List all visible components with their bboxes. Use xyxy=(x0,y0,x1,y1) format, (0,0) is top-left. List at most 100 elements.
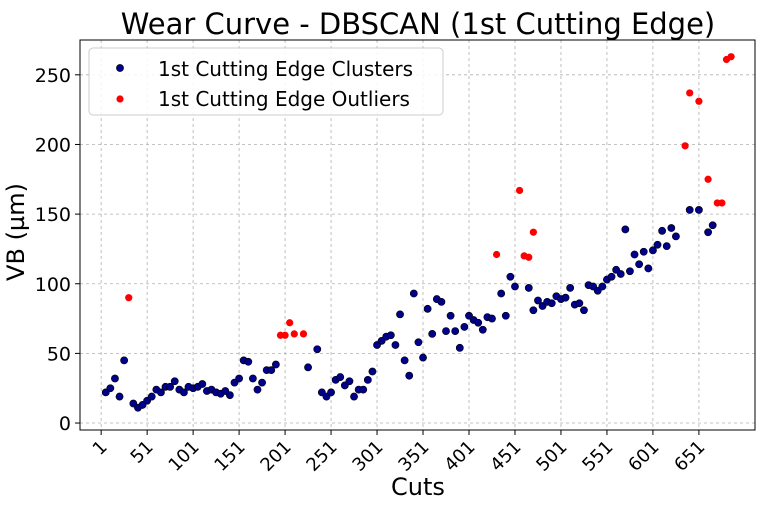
outlier-point xyxy=(299,330,308,338)
cluster-point xyxy=(547,299,556,308)
cluster-point xyxy=(304,363,312,372)
legend-label-clusters: 1st Cutting Edge Clusters xyxy=(158,57,413,81)
cluster-point xyxy=(704,228,712,237)
outlier-point xyxy=(686,89,694,97)
cluster-point xyxy=(419,353,427,362)
x-tick-label: 451 xyxy=(486,437,525,476)
chart-title: Wear Curve - DBSCAN (1st Cutting Edge) xyxy=(121,7,716,41)
x-tick-label: 651 xyxy=(670,437,709,476)
cluster-point xyxy=(478,325,487,334)
cluster-point xyxy=(639,247,648,256)
y-tick-label: 0 xyxy=(59,413,71,435)
cluster-point xyxy=(534,296,542,305)
cluster-point xyxy=(423,304,432,313)
cluster-point xyxy=(616,270,625,278)
x-tick-label: 251 xyxy=(302,437,341,476)
cluster-point xyxy=(166,382,175,391)
x-tick-label: 101 xyxy=(165,437,204,476)
cluster-point xyxy=(271,360,280,369)
x-tick-label: 601 xyxy=(624,437,663,476)
y-tick-label: 250 xyxy=(35,65,71,87)
cluster-point xyxy=(708,221,717,230)
cluster-point xyxy=(345,377,354,386)
cluster-point xyxy=(147,392,156,401)
cluster-point xyxy=(580,306,588,315)
outlier-point xyxy=(529,228,537,236)
cluster-point xyxy=(621,225,630,234)
cluster-point xyxy=(474,318,483,327)
y-tick-label: 150 xyxy=(35,204,71,226)
cluster-point xyxy=(115,392,124,401)
cluster-point xyxy=(400,356,409,365)
cluster-point xyxy=(658,226,667,235)
outlier-point xyxy=(515,186,524,195)
axis-ticks: 1 51 101 151 201 251 301 351 401 451 501 551 601 6510… xyxy=(35,65,710,476)
cluster-point xyxy=(529,306,538,315)
data-points xyxy=(101,53,735,412)
cluster-point xyxy=(598,282,607,291)
cluster-point xyxy=(695,206,703,214)
cluster-point xyxy=(409,289,418,298)
cluster-point xyxy=(607,272,616,281)
x-tick-label: 301 xyxy=(348,437,387,476)
legend-frame xyxy=(88,47,444,116)
cluster-point xyxy=(106,384,115,393)
cluster-point xyxy=(455,343,464,352)
x-axis-label: Cuts xyxy=(391,473,445,501)
cluster-point xyxy=(662,242,671,251)
cluster-point xyxy=(180,388,188,397)
x-tick-label: 351 xyxy=(394,437,433,476)
y-tick-label: 100 xyxy=(35,274,71,296)
cluster-point xyxy=(446,311,455,320)
x-tick-label: 51 xyxy=(127,437,158,468)
x-tick-label: 501 xyxy=(532,437,571,476)
cluster-point xyxy=(414,338,423,347)
cluster-point xyxy=(111,374,119,383)
cluster-point xyxy=(244,357,253,366)
outlier-point xyxy=(704,175,712,183)
cluster-point xyxy=(626,267,634,276)
x-tick-label: 551 xyxy=(578,437,617,476)
outlier-point xyxy=(727,53,735,61)
cluster-point xyxy=(359,385,368,394)
outlier-point xyxy=(125,294,133,302)
cluster-point xyxy=(630,250,639,259)
y-axis-label: VB (µm) xyxy=(2,183,30,281)
x-tick-label: 151 xyxy=(210,437,249,476)
cluster-point xyxy=(327,388,335,397)
cluster-point xyxy=(497,289,506,298)
cluster-point xyxy=(488,314,496,323)
cluster-point xyxy=(524,284,533,292)
cluster-point xyxy=(566,284,575,292)
cluster-point xyxy=(649,246,657,255)
cluster-point xyxy=(391,341,400,349)
cluster-point xyxy=(672,232,680,241)
cluster-point xyxy=(653,240,662,249)
outlier-point xyxy=(281,331,289,339)
cluster-point xyxy=(635,260,644,269)
cluster-point xyxy=(170,377,179,386)
outlier-point xyxy=(290,330,298,338)
cluster-point xyxy=(437,297,446,306)
legend-marker-outliers xyxy=(116,95,124,103)
cluster-point xyxy=(336,373,345,381)
cluster-point xyxy=(313,345,322,354)
legend-label-outliers: 1st Cutting Edge Outliers xyxy=(158,87,410,111)
y-tick-label: 50 xyxy=(47,343,71,365)
outlier-point xyxy=(525,253,533,261)
cluster-point xyxy=(225,391,234,400)
outlier-point xyxy=(492,250,501,259)
cluster-point xyxy=(667,224,676,232)
cluster-point xyxy=(386,331,395,340)
cluster-point xyxy=(451,327,460,336)
plot-frame xyxy=(79,39,756,431)
cluster-point xyxy=(267,366,276,375)
cluster-point xyxy=(561,293,570,302)
cluster-point xyxy=(248,374,257,383)
cluster-point xyxy=(460,323,469,331)
cluster-point xyxy=(350,392,358,401)
cluster-point xyxy=(506,272,515,281)
cluster-point xyxy=(235,374,243,383)
outlier-point xyxy=(286,319,294,327)
y-tick-label: 200 xyxy=(35,134,71,156)
